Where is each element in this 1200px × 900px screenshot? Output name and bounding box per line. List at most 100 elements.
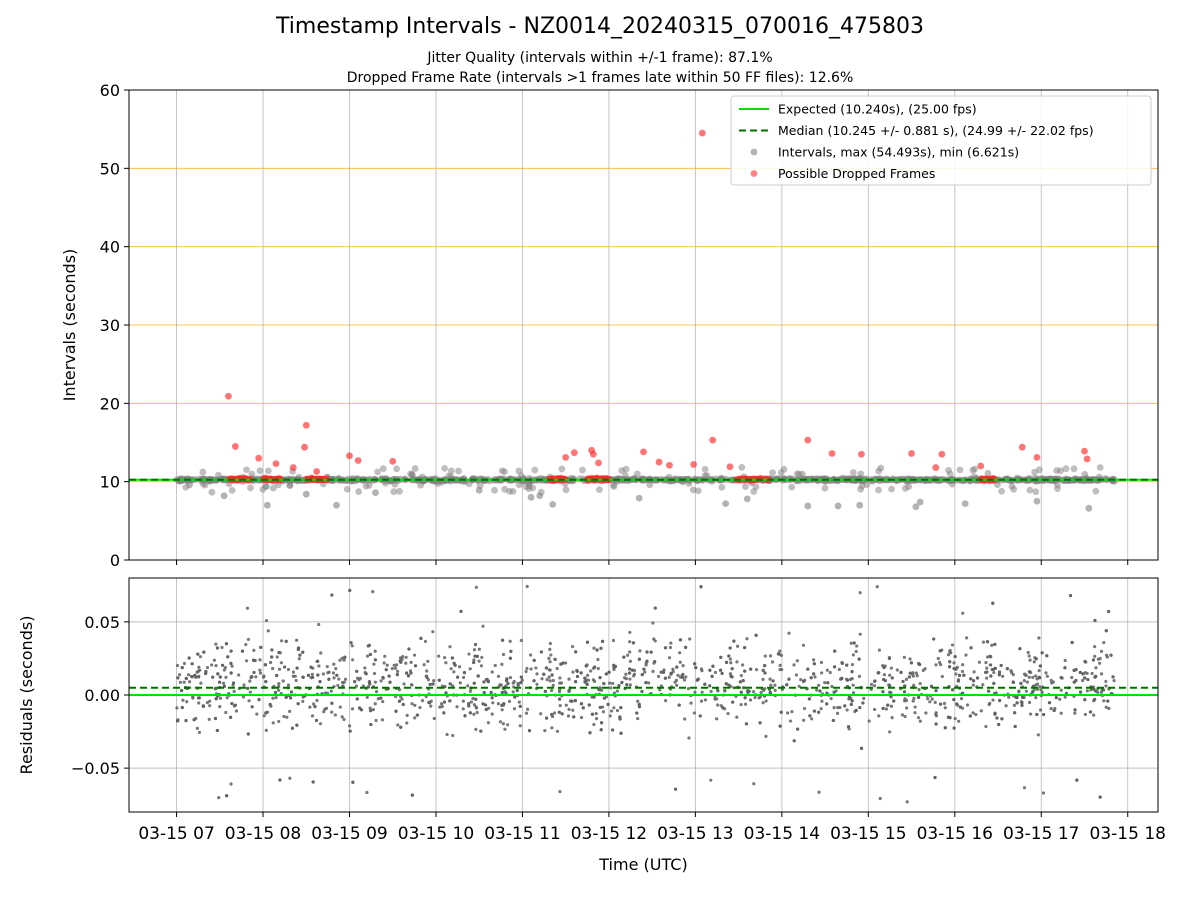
interval-point — [718, 483, 726, 491]
residual-point — [274, 696, 278, 700]
residual-point — [644, 663, 648, 667]
residual-point — [597, 688, 601, 692]
residual-point — [869, 682, 874, 686]
residual-point — [1063, 695, 1067, 699]
top-ytick-label: 30 — [100, 316, 120, 335]
dropped-frame-point — [255, 454, 263, 462]
residual-point — [748, 698, 753, 702]
residual-point — [785, 683, 789, 687]
residual-point — [651, 621, 655, 625]
residual-point — [773, 683, 777, 687]
residual-point — [490, 670, 494, 674]
residual-point — [327, 670, 331, 674]
residual-point — [680, 673, 684, 677]
residual-point — [473, 654, 477, 658]
residual-point — [573, 699, 577, 703]
residual-point — [585, 673, 590, 678]
residual-point — [234, 709, 239, 713]
residual-point — [295, 638, 299, 642]
residual-point — [440, 704, 444, 709]
residual-point — [405, 713, 409, 717]
residual-point — [374, 718, 378, 723]
residual-point — [583, 680, 587, 684]
residual-point — [985, 640, 990, 644]
residual-point — [1040, 651, 1044, 655]
residual-point — [594, 712, 598, 716]
residual-point — [877, 648, 882, 652]
residual-point — [645, 659, 649, 663]
residual-point — [490, 696, 494, 700]
top-ytick-label: 20 — [100, 394, 120, 413]
residual-point — [564, 703, 568, 707]
residual-point — [321, 672, 325, 676]
residual-point — [889, 704, 894, 708]
residual-point — [1099, 649, 1104, 653]
residual-point — [742, 686, 746, 690]
residual-point — [940, 674, 944, 679]
residual-point — [938, 649, 942, 653]
residual-point — [950, 688, 955, 692]
residual-point — [490, 712, 494, 716]
interval-point — [633, 470, 641, 478]
residual-point — [390, 666, 394, 671]
residual-point — [482, 690, 486, 695]
bottom-xtick-label: 03-15 17 — [1003, 824, 1079, 844]
residual-point — [1104, 679, 1108, 684]
residual-point — [296, 646, 301, 650]
residual-point — [627, 671, 632, 675]
residual-point — [513, 695, 517, 699]
residual-point — [229, 661, 233, 665]
residual-point — [837, 667, 841, 672]
residual-point — [410, 793, 414, 797]
residual-point — [761, 668, 765, 672]
interval-point — [475, 486, 483, 494]
residual-point — [961, 611, 965, 615]
residual-point — [282, 714, 286, 719]
residual-point — [612, 706, 616, 710]
residual-point — [601, 710, 606, 714]
residual-point — [857, 674, 862, 679]
residual-point — [649, 650, 653, 654]
residual-point — [376, 697, 380, 701]
interval-point — [264, 467, 272, 475]
residual-point — [957, 719, 961, 723]
residual-point — [630, 668, 635, 672]
residual-point — [1036, 733, 1040, 737]
residual-point — [474, 727, 478, 731]
residual-point — [908, 671, 912, 675]
residual-point — [426, 678, 431, 682]
interval-point — [857, 485, 865, 493]
residual-point — [840, 661, 844, 665]
residual-point — [575, 674, 580, 679]
interval-point — [877, 464, 885, 472]
residual-point — [409, 660, 413, 664]
residual-point — [933, 775, 937, 780]
residual-point — [611, 728, 615, 732]
residual-point — [552, 711, 557, 715]
residual-point — [643, 670, 647, 674]
residual-point — [1091, 658, 1096, 662]
residual-point — [926, 697, 930, 701]
residual-point — [196, 652, 200, 656]
residual-point — [373, 658, 377, 662]
residual-point — [244, 659, 249, 663]
residual-point — [762, 688, 766, 693]
residual-point — [904, 677, 909, 681]
dropped-frame-point — [389, 457, 397, 465]
dropped-frame-point — [977, 462, 985, 470]
residual-point — [540, 677, 544, 681]
residual-point — [567, 689, 571, 693]
residual-point — [1013, 711, 1017, 715]
residual-point — [567, 677, 571, 681]
residual-point — [343, 677, 348, 681]
residual-point — [233, 703, 237, 707]
residual-point — [991, 601, 995, 605]
residual-point — [218, 696, 223, 700]
residual-point — [763, 664, 767, 668]
residual-point — [1031, 675, 1035, 679]
residual-point — [999, 663, 1003, 668]
residual-point — [448, 699, 452, 703]
residual-point — [415, 713, 419, 717]
residual-point — [401, 702, 405, 707]
bottom-ylabel: Residuals (seconds) — [17, 616, 36, 775]
